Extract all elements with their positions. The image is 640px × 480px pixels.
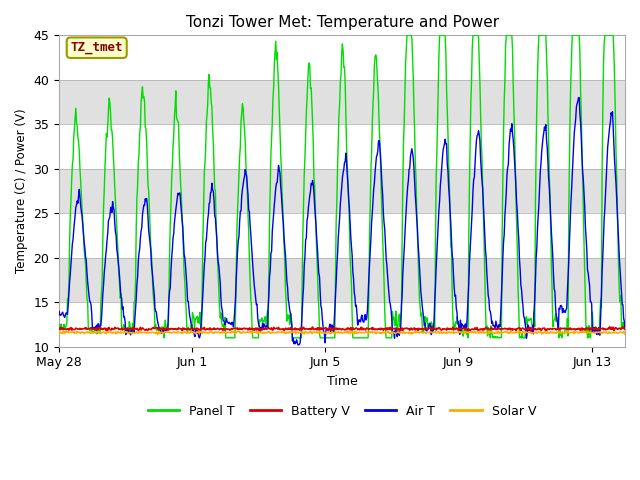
Bar (59, 124, 625, 169)
Bar (59, 36, 625, 80)
X-axis label: Time: Time (326, 375, 358, 388)
Title: Tonzi Tower Met: Temperature and Power: Tonzi Tower Met: Temperature and Power (186, 15, 499, 30)
Text: TZ_tmet: TZ_tmet (70, 41, 123, 54)
Y-axis label: Temperature (C) / Power (V): Temperature (C) / Power (V) (15, 108, 28, 273)
Bar (59, 80, 625, 124)
Bar (59, 169, 625, 213)
Legend: Panel T, Battery V, Air T, Solar V: Panel T, Battery V, Air T, Solar V (143, 400, 541, 423)
Bar (59, 258, 625, 302)
Bar (59, 302, 625, 347)
Bar (59, 213, 625, 258)
